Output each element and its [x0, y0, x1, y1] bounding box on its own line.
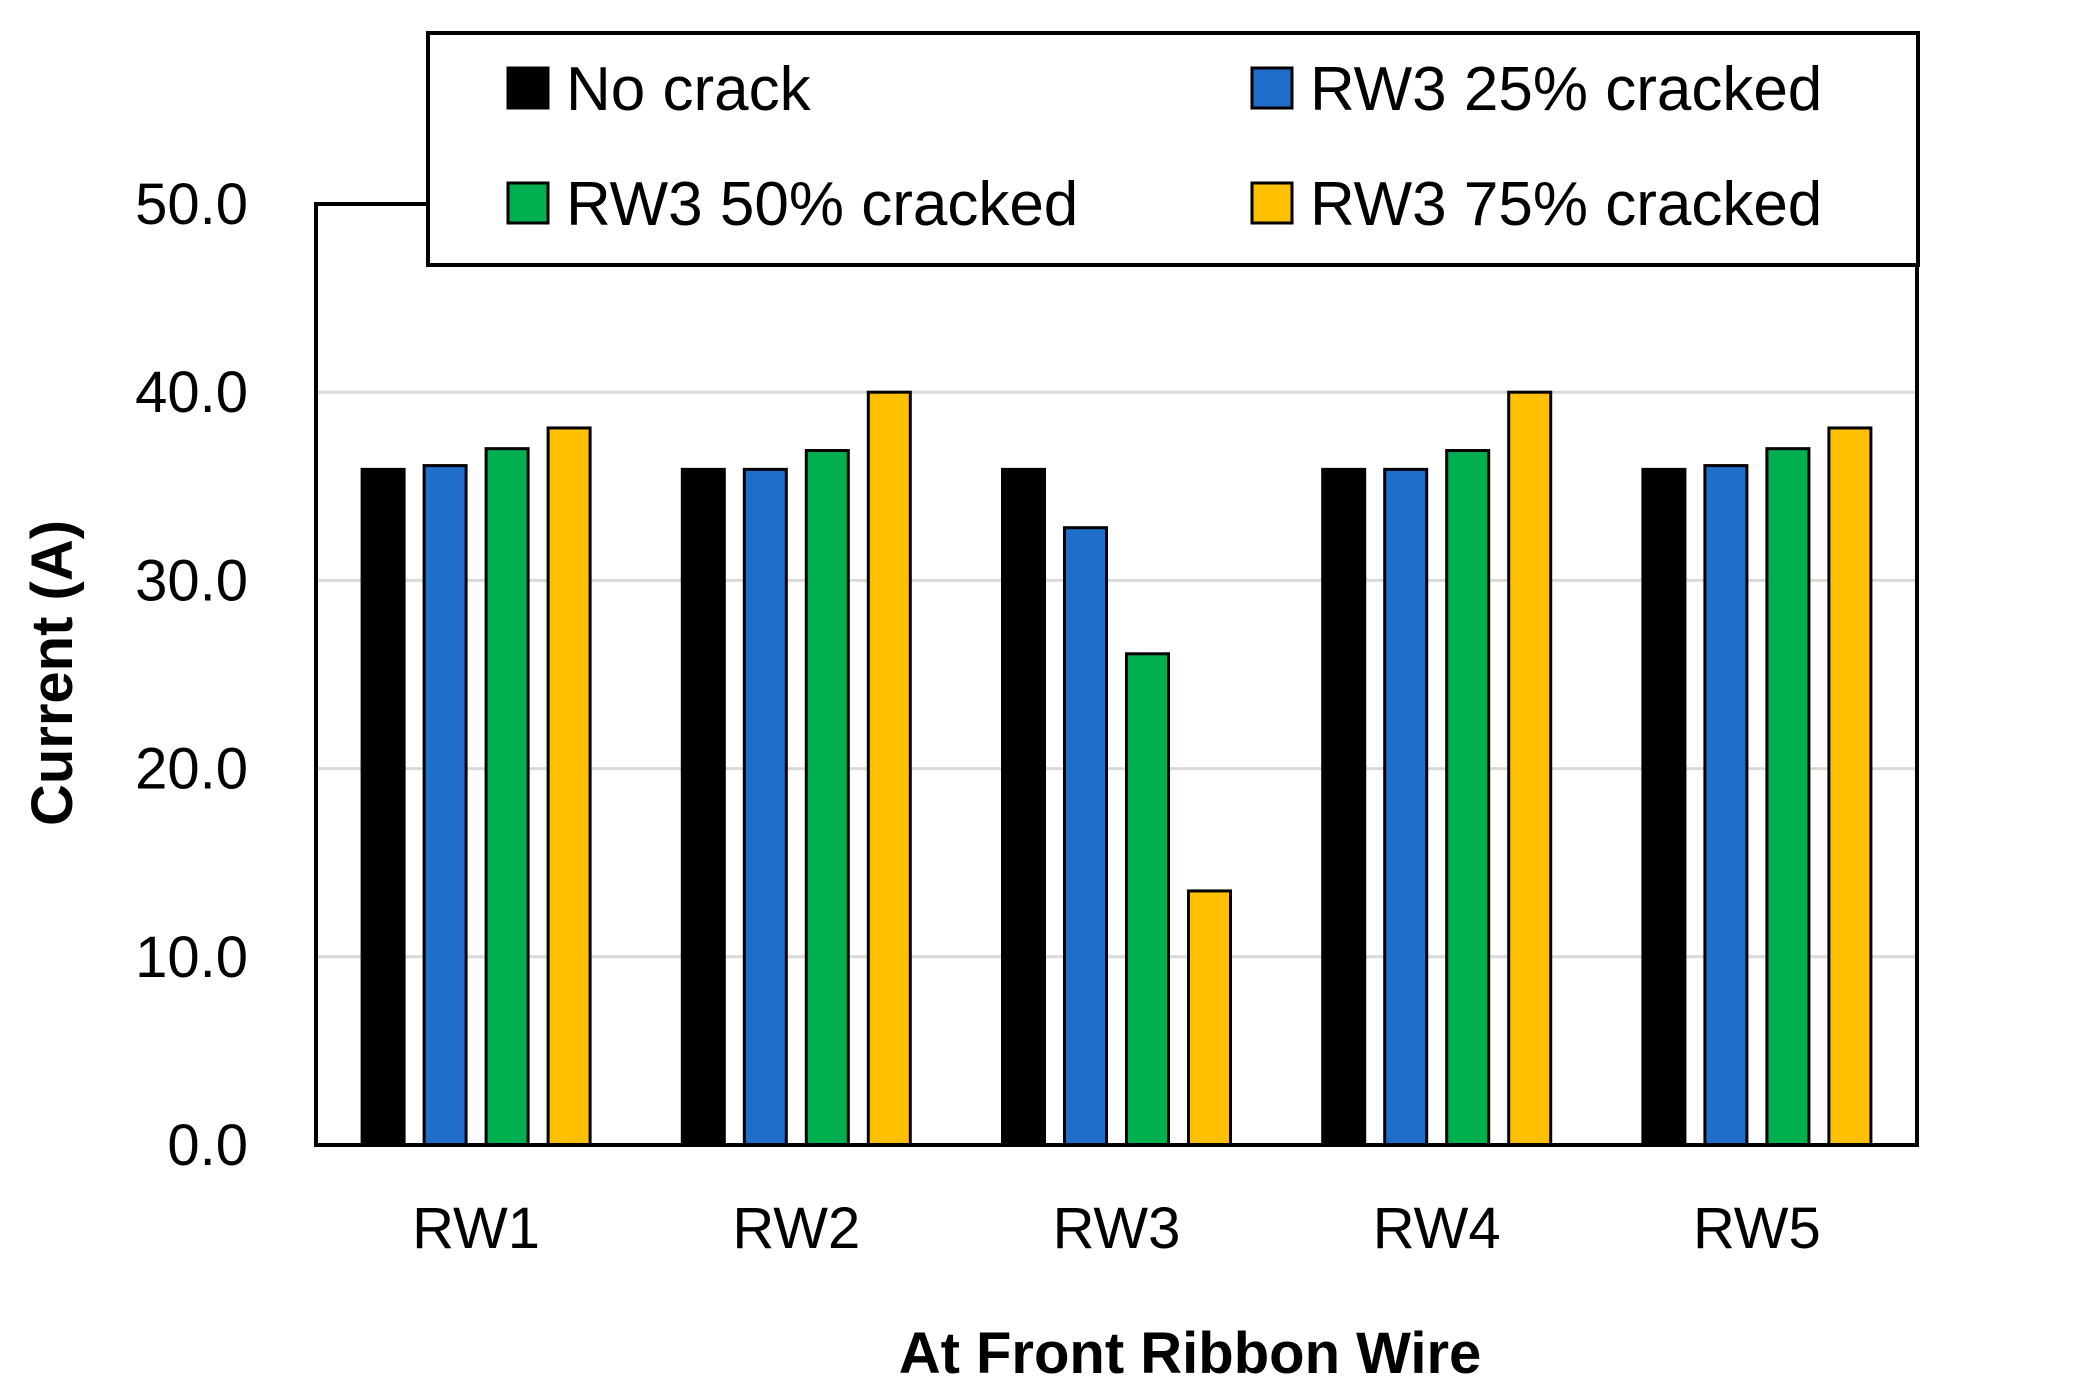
x-axis-title: At Front Ribbon Wire — [899, 1321, 1482, 1386]
x-category-label: RW5 — [1693, 1196, 1821, 1261]
bar-rw5-series-1 — [1641, 467, 1687, 1147]
bar-rw5-series-2 — [1703, 464, 1749, 1147]
legend-swatch — [1250, 66, 1294, 110]
legend-label: RW3 50% cracked — [566, 170, 1078, 239]
y-tick-label: 50.0 — [135, 172, 248, 237]
y-tick-label: 30.0 — [135, 548, 248, 613]
legend-label: No crack — [566, 55, 812, 124]
x-category-label: RW4 — [1373, 1196, 1501, 1261]
bar-rw3-series-3 — [1125, 652, 1170, 1147]
bar-rw4-series-2 — [1383, 467, 1429, 1147]
legend: No crack RW3 25% cracked RW3 50% cracked RW… — [426, 31, 1920, 267]
y-tick-label: 40.0 — [135, 360, 248, 425]
bar-rw1-series-3 — [484, 447, 530, 1147]
bar-rw5-series-3 — [1765, 447, 1811, 1147]
legend-label: RW3 75% cracked — [1310, 170, 1822, 239]
x-category-labels: RW1 RW2 RW3 RW4 RW5 — [412, 1196, 1821, 1261]
legend-swatch — [1250, 181, 1294, 225]
x-category-label: RW2 — [732, 1196, 860, 1261]
bar-rw4-series-3 — [1445, 449, 1491, 1147]
bar-rw2-series-2 — [742, 467, 788, 1147]
bar-rw1-series-2 — [422, 464, 468, 1147]
x-category-label: RW1 — [412, 1196, 540, 1261]
bar-rw3-series-1 — [1001, 467, 1046, 1147]
bar-rw2-series-1 — [680, 467, 726, 1147]
bar-rw5-series-4 — [1827, 426, 1873, 1147]
bar-rw1-series-4 — [546, 426, 592, 1147]
legend-swatch — [506, 66, 550, 110]
bar-rw3-series-4 — [1187, 889, 1232, 1147]
x-category-label: RW3 — [1053, 1196, 1181, 1261]
bar-rw2-series-4 — [866, 390, 912, 1147]
bar-rw3-series-2 — [1063, 526, 1108, 1147]
y-axis-title: Current (A) — [20, 520, 85, 826]
legend-box — [426, 31, 1920, 267]
bar-rw2-series-3 — [804, 449, 850, 1147]
bar-rw4-series-4 — [1507, 390, 1553, 1147]
bar-rw4-series-1 — [1321, 467, 1367, 1147]
legend-label: RW3 25% cracked — [1310, 55, 1822, 124]
y-tick-labels: 0.0 10.0 20.0 30.0 40.0 50.0 — [135, 172, 248, 1178]
legend-swatch — [506, 181, 550, 225]
y-tick-label: 20.0 — [135, 737, 248, 802]
y-tick-label: 0.0 — [167, 1113, 248, 1178]
y-tick-label: 10.0 — [135, 925, 248, 990]
bar-rw1-series-1 — [360, 467, 406, 1147]
